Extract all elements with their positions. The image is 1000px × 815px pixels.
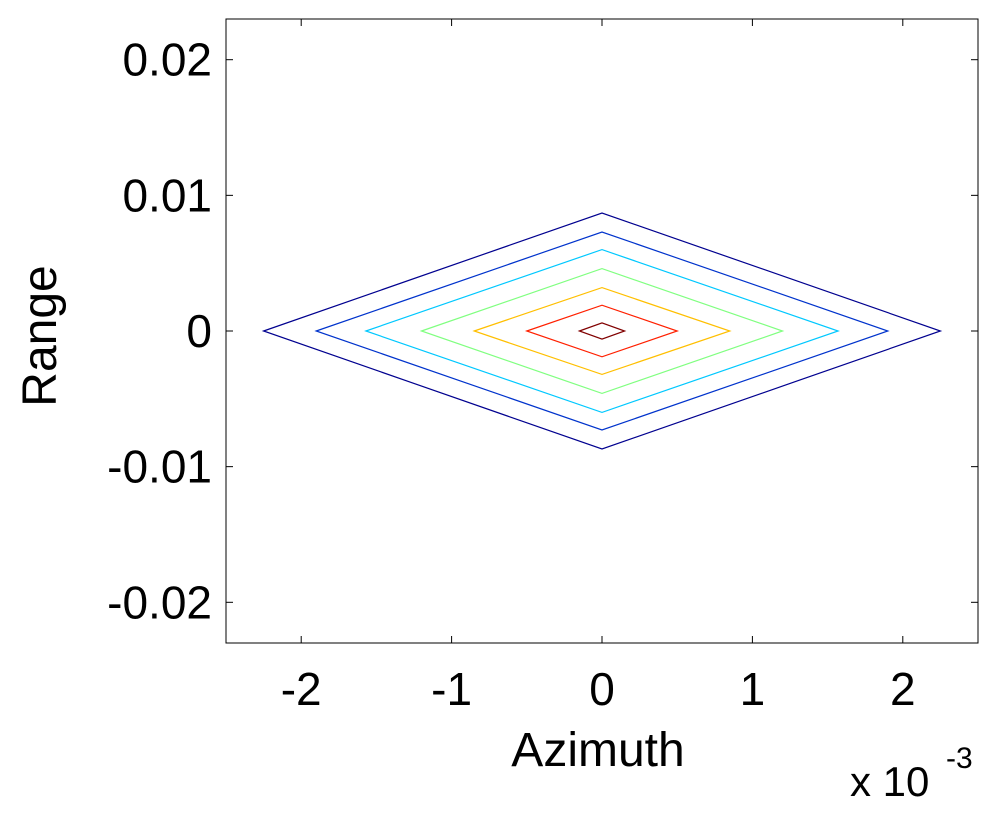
y-tick-label: 0 <box>186 305 212 357</box>
contour-lines <box>261 212 943 450</box>
contour-line-5 <box>472 286 732 376</box>
x-tick-label: -1 <box>431 663 472 715</box>
x-axis-label: Azimuth <box>511 724 684 777</box>
contour-line-2 <box>314 231 890 431</box>
x-tick-label: 0 <box>589 663 615 715</box>
x-tick-label: 1 <box>740 663 766 715</box>
x-axis-multiplier-exponent: -3 <box>946 742 973 775</box>
y-tick-label: -0.02 <box>107 576 212 628</box>
contour-line-1 <box>261 212 943 450</box>
y-tick-label: 0.02 <box>122 34 212 86</box>
x-tick-label: -2 <box>281 663 322 715</box>
x-axis-multiplier: x 10 <box>850 758 929 805</box>
axis-ticks <box>226 19 978 643</box>
y-tick-label: 0.01 <box>122 169 212 221</box>
contour-line-6 <box>524 304 680 358</box>
contour-line-7 <box>577 322 627 340</box>
y-axis-label: Range <box>14 265 67 406</box>
x-tick-label: 2 <box>890 663 916 715</box>
contour-line-4 <box>419 267 785 395</box>
y-tick-label: -0.01 <box>107 441 212 493</box>
x-tick-labels: -2 -1 0 1 2 <box>281 663 916 715</box>
y-tick-labels: 0.02 0.01 0 -0.01 -0.02 <box>107 34 212 629</box>
contour-line-3 <box>364 248 840 414</box>
plot-area-frame <box>225 18 979 644</box>
